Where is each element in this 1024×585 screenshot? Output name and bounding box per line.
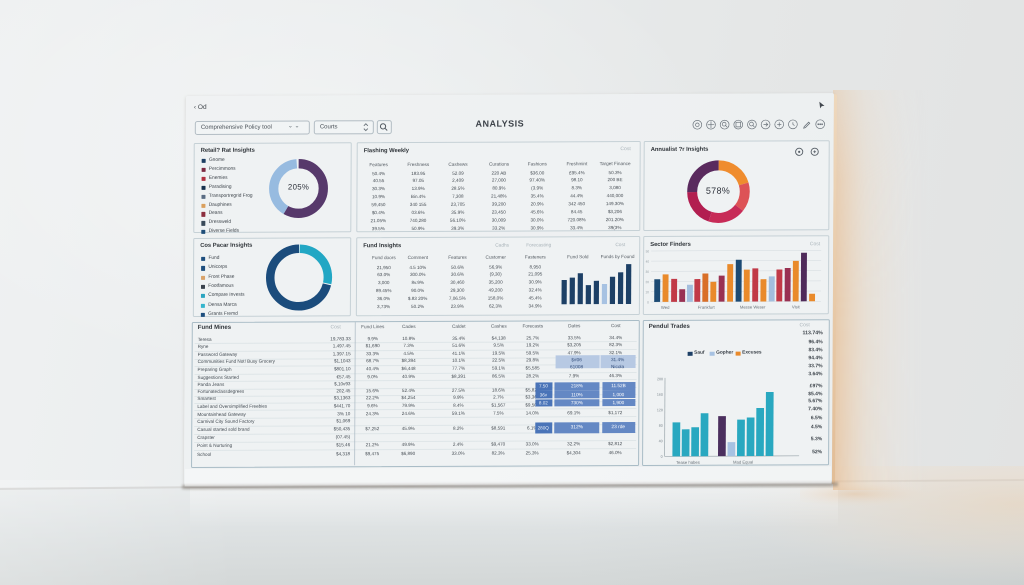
svg-text:10: 10 bbox=[645, 290, 649, 294]
svg-text:40: 40 bbox=[659, 439, 663, 443]
svg-text:160: 160 bbox=[657, 393, 663, 397]
svg-text:40: 40 bbox=[646, 260, 650, 264]
svg-text:30: 30 bbox=[646, 270, 650, 274]
svg-text:20: 20 bbox=[645, 280, 649, 284]
svg-text:50: 50 bbox=[646, 249, 650, 253]
svg-text:120: 120 bbox=[657, 408, 663, 412]
svg-text:200: 200 bbox=[657, 377, 663, 381]
svg-text:0: 0 bbox=[647, 300, 649, 304]
svg-text:0: 0 bbox=[661, 455, 663, 459]
svg-text:80: 80 bbox=[659, 424, 663, 428]
